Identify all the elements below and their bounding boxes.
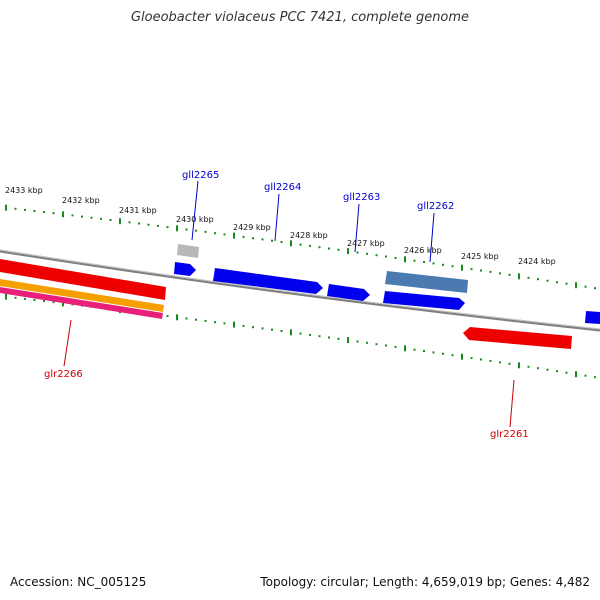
genome-summary-text: Topology: circular; Length: 4,659,019 bp… — [260, 575, 590, 589]
reverse-features — [0, 259, 572, 349]
gene-label-gll2263[interactable]: gll2263 — [343, 192, 380, 203]
scale-label: 2426 kbp — [404, 246, 442, 255]
leader-lines — [63, 180, 515, 428]
leader-line — [429, 212, 435, 263]
scale-label: 2430 kbp — [176, 215, 214, 224]
gene-labels: gll2265 gll2264 gll2263 gll2262 glr2266 … — [44, 170, 529, 440]
scale-label: 2433 kbp — [5, 186, 43, 195]
genome-backbone — [0, 249, 600, 332]
leader-line — [274, 193, 280, 242]
scale-labels: 2433 kbp 2432 kbp 2431 kbp 2430 kbp 2429… — [5, 186, 556, 266]
gene-feature-blue[interactable] — [327, 284, 370, 301]
gene-feature-blue[interactable] — [213, 268, 323, 294]
leader-line — [509, 379, 515, 428]
forward-features — [174, 244, 600, 324]
scale-label: 2431 kbp — [119, 206, 157, 215]
accession-text: Accession: NC_005125 — [10, 575, 147, 589]
gene-label-gll2265[interactable]: gll2265 — [182, 170, 219, 181]
gene-feature-gray[interactable] — [177, 244, 199, 258]
gene-feature-pink[interactable] — [0, 287, 163, 319]
outer-tick-row — [5, 204, 596, 290]
gene-label-gll2264[interactable]: gll2264 — [264, 182, 301, 193]
scale-label: 2425 kbp — [461, 252, 499, 261]
gene-label-glr2266[interactable]: glr2266 — [44, 369, 83, 380]
map-title: Gloeobacter violaceus PCC 7421, complete… — [130, 10, 470, 25]
leader-line — [354, 203, 360, 253]
gene-feature-blue[interactable] — [585, 311, 600, 324]
scale-label: 2424 kbp — [518, 257, 556, 266]
gene-feature-blue[interactable] — [174, 262, 196, 276]
scale-label: 2432 kbp — [62, 196, 100, 205]
gene-feature-steel[interactable] — [385, 271, 468, 293]
gene-feature-blue[interactable] — [383, 291, 465, 310]
scale-label: 2428 kbp — [290, 231, 328, 240]
leader-line — [191, 180, 199, 241]
gene-feature-red[interactable] — [0, 259, 166, 300]
genome-backbone-highlight — [0, 249, 600, 330]
scale-label: 2429 kbp — [233, 223, 271, 232]
gene-label-gll2262[interactable]: gll2262 — [417, 201, 454, 212]
gene-label-glr2261[interactable]: glr2261 — [490, 429, 529, 440]
scale-label: 2427 kbp — [347, 239, 385, 248]
gene-feature-red[interactable] — [463, 327, 572, 349]
gene-feature-orange[interactable] — [0, 279, 164, 312]
leader-line — [63, 319, 72, 367]
